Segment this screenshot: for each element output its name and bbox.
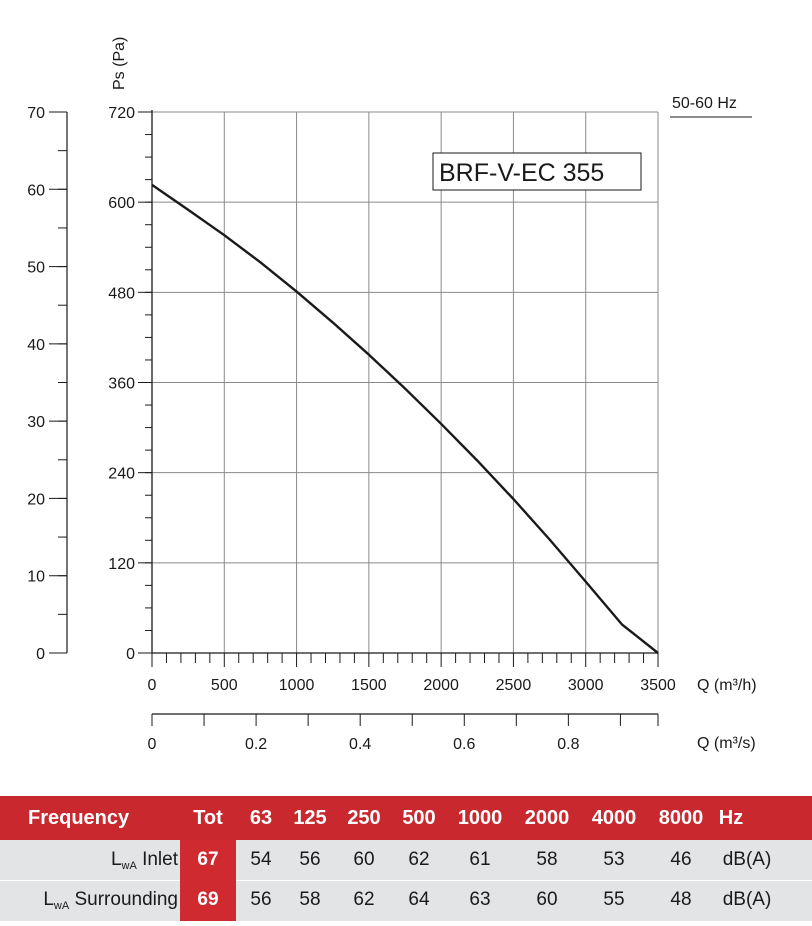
left-tick-label: 70 xyxy=(27,105,45,122)
left-tick-label: 30 xyxy=(27,414,45,431)
header-tot: Tot xyxy=(193,807,223,829)
left-tick-label: 40 xyxy=(27,337,45,354)
header-unit-hz: Hz xyxy=(718,807,744,829)
row-inlet-value-4: 61 xyxy=(469,849,491,870)
x-tick-label-m3h: 3500 xyxy=(640,677,676,694)
chart-tick-labels: 0 120 240 360 480 600 720 0 10 20 30 40 50 60 70 0 500 10… xyxy=(27,105,676,753)
y-tick-label-pa: 0 xyxy=(126,646,135,663)
header-band-6: 4000 xyxy=(591,807,637,829)
y-tick-label-pa: 120 xyxy=(108,556,135,573)
y-tick-label-pa: 600 xyxy=(108,195,135,212)
row-inlet-value-0: 54 xyxy=(250,849,272,870)
left-tick-label: 10 xyxy=(27,569,45,586)
model-label: BRF-V-EC 355 xyxy=(439,159,604,187)
model-label-box xyxy=(432,152,642,191)
x-tick-label-m3h: 3000 xyxy=(568,677,604,694)
left-tick-label: 50 xyxy=(27,260,45,277)
performance-curve-line xyxy=(151,183,659,654)
x-tick-label-m3h: 500 xyxy=(211,677,238,694)
row-inlet-value-3: 62 xyxy=(408,849,430,870)
table-row-band-inlet xyxy=(0,840,812,880)
header-band-7: 8000 xyxy=(658,807,704,829)
y-tick-label-pa: 480 xyxy=(108,285,135,302)
row-inlet-value-5: 58 xyxy=(536,849,558,870)
row-surrounding-value-7: 48 xyxy=(670,889,692,910)
row-surrounding-value-4: 63 xyxy=(469,889,491,910)
row-label-inlet: LwA Inlet xyxy=(110,849,178,872)
row-surrounding-unit: dB(A) xyxy=(722,889,772,910)
x-tick-label-m3h: 2500 xyxy=(496,677,532,694)
left-tick-label: 0 xyxy=(36,646,45,663)
row-inlet-value-7: 46 xyxy=(670,849,692,870)
tot-column-highlight xyxy=(180,840,236,921)
header-band-1: 125 xyxy=(293,807,327,829)
header-band-5: 2000 xyxy=(524,807,570,829)
y-tick-label-pa: 360 xyxy=(108,376,135,393)
sound-power-table: Frequency Tot 63 125 250 500 1000 2000 4000 800… xyxy=(0,796,812,926)
header-band-3: 500 xyxy=(402,807,436,829)
header-frequency: Frequency xyxy=(28,807,130,829)
x-tick-label-m3h: 0 xyxy=(148,677,157,694)
row-surrounding-value-5: 60 xyxy=(536,889,558,910)
row-inlet-unit: dB(A) xyxy=(722,849,772,870)
left-tick-label: 60 xyxy=(27,182,45,199)
x-tick-label-m3s: 0 xyxy=(148,736,157,753)
x-axis-title-m3h: Q (m³/h) xyxy=(697,677,757,694)
x-tick-label-m3s: 0.8 xyxy=(557,736,579,753)
frequency-label: 50-60 Hz xyxy=(672,95,737,112)
table-row-band-surrounding xyxy=(0,880,812,921)
row-surrounding-value-3: 64 xyxy=(408,889,430,910)
chart-axes xyxy=(49,110,659,726)
left-tick-label: 20 xyxy=(27,491,45,508)
header-band-0: 63 xyxy=(249,807,273,829)
row-surrounding-value-1: 58 xyxy=(299,889,321,910)
table-header-band xyxy=(0,796,812,840)
row-surrounding-value-2: 62 xyxy=(353,889,375,910)
row-label-surrounding: LwA Surrounding xyxy=(43,889,178,912)
x-tick-label-m3s: 0.2 xyxy=(245,736,267,753)
chart-grid xyxy=(152,111,659,653)
row-surrounding-tot: 69 xyxy=(197,889,219,910)
row-inlet-value-2: 60 xyxy=(353,849,375,870)
x-tick-label-m3h: 1000 xyxy=(279,677,315,694)
x-axis-title-m3s: Q (m³/s) xyxy=(697,735,756,752)
row-surrounding-value-6: 55 xyxy=(603,889,625,910)
row-inlet-tot: 67 xyxy=(197,849,219,870)
x-tick-label-m3h: 2000 xyxy=(423,677,459,694)
y-axis-title: Ps (Pa) xyxy=(111,37,128,90)
header-band-4: 1000 xyxy=(457,807,503,829)
row-inlet-value-1: 56 xyxy=(299,849,321,870)
header-band-2: 250 xyxy=(347,807,381,829)
x-tick-label-m3h: 1500 xyxy=(351,677,387,694)
row-inlet-value-6: 53 xyxy=(603,849,625,870)
fan-performance-chart: 0 120 240 360 480 600 720 0 10 20 30 40 50 60 70 0 500 10… xyxy=(27,37,757,753)
x-tick-label-m3s: 0.6 xyxy=(453,736,475,753)
y-tick-label-pa: 720 xyxy=(108,105,135,122)
x-tick-label-m3s: 0.4 xyxy=(349,736,371,753)
chart-curve-layer xyxy=(151,183,659,654)
row-surrounding-value-0: 56 xyxy=(250,889,272,910)
y-tick-label-pa: 240 xyxy=(108,466,135,483)
